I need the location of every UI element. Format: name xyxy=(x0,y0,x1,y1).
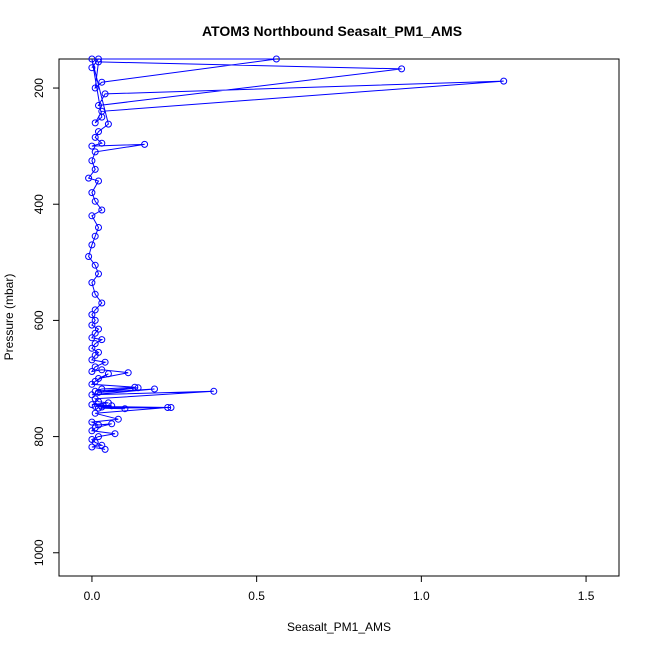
data-point xyxy=(88,279,96,287)
data-point xyxy=(124,369,132,377)
data-point xyxy=(151,385,158,393)
data-point xyxy=(88,212,96,220)
data-point xyxy=(141,140,149,148)
data-point xyxy=(91,261,99,269)
x-tick-label: 0.5 xyxy=(248,589,265,603)
data-point xyxy=(88,311,96,319)
data-point xyxy=(114,415,122,423)
data-point xyxy=(85,174,93,182)
data-point xyxy=(88,334,96,342)
data-point xyxy=(95,433,102,441)
data-point xyxy=(98,139,106,147)
data-point xyxy=(91,438,99,446)
data-point xyxy=(91,351,99,359)
y-tick-label: 200 xyxy=(32,78,46,98)
data-point xyxy=(95,388,102,396)
data-point xyxy=(88,356,96,364)
data-point xyxy=(88,380,96,388)
data-point xyxy=(91,316,99,324)
data-point xyxy=(111,430,119,438)
data-point xyxy=(88,241,96,249)
data-point xyxy=(88,443,96,451)
data-point xyxy=(91,165,99,173)
x-axis-label: Seasalt_PM1_AMS xyxy=(287,620,391,634)
data-point xyxy=(108,420,116,428)
data-point xyxy=(95,128,102,136)
data-point xyxy=(88,427,96,435)
x-axis: 0.0 0.5 1.0 1.5 xyxy=(84,575,595,603)
data-point xyxy=(91,402,99,410)
data-point xyxy=(134,384,142,392)
data-point xyxy=(91,290,99,298)
data-point xyxy=(95,404,102,412)
data-point xyxy=(95,102,102,109)
data-point xyxy=(95,177,102,185)
data-point xyxy=(101,358,109,366)
y-tick-label: 800 xyxy=(32,426,46,446)
data-point xyxy=(98,336,106,344)
data-point xyxy=(167,404,175,411)
data-point xyxy=(398,65,406,73)
data-point xyxy=(91,133,99,141)
data-point xyxy=(272,55,280,63)
y-tick-label: 1000 xyxy=(32,539,46,566)
data-point xyxy=(91,340,99,348)
data-point xyxy=(91,84,99,92)
data-point xyxy=(98,78,106,86)
data-point xyxy=(104,370,112,378)
data-point xyxy=(164,404,172,411)
data-point xyxy=(210,387,218,395)
data-point xyxy=(88,142,96,150)
data-point xyxy=(95,224,102,231)
data-point xyxy=(91,306,99,314)
data-point xyxy=(88,189,96,197)
data-point xyxy=(98,299,106,307)
data-point xyxy=(98,403,106,411)
data-point xyxy=(91,329,99,337)
data-point xyxy=(131,383,139,391)
data-point xyxy=(101,90,109,98)
y-tick-label: 600 xyxy=(32,310,46,330)
data-point xyxy=(91,148,99,156)
x-tick-label: 1.5 xyxy=(578,589,595,603)
x-tick-label: 1.0 xyxy=(413,589,430,603)
data-point xyxy=(108,402,116,410)
chart-title: ATOM3 Northbound Seasalt_PM1_AMS xyxy=(202,23,462,39)
y-axis-label: Pressure (mbar) xyxy=(2,274,16,361)
data-point xyxy=(98,366,106,374)
data-point xyxy=(88,64,96,72)
data-point xyxy=(95,270,102,278)
data-point xyxy=(88,418,96,426)
x-tick-label: 0.0 xyxy=(84,589,101,603)
y-axis: 200 400 600 800 1000 xyxy=(32,78,60,566)
data-point xyxy=(500,77,508,85)
data-point xyxy=(88,368,96,375)
data-point xyxy=(91,363,99,371)
series-layer xyxy=(85,55,508,453)
data-point xyxy=(95,55,102,63)
data-point xyxy=(95,58,102,66)
plot-frame xyxy=(58,58,620,577)
data-point xyxy=(88,321,96,329)
data-point xyxy=(88,401,96,409)
series-line xyxy=(87,58,504,450)
data-point xyxy=(88,157,96,165)
data-point xyxy=(88,55,96,63)
data-point xyxy=(91,232,99,240)
data-point xyxy=(104,120,112,128)
data-point xyxy=(91,197,99,205)
data-point xyxy=(101,445,109,453)
data-point xyxy=(91,119,99,127)
data-point xyxy=(88,344,96,352)
data-point xyxy=(98,113,106,121)
y-tick-label: 400 xyxy=(32,194,46,214)
data-point xyxy=(121,405,129,413)
data-point xyxy=(91,409,99,417)
data-point xyxy=(98,206,106,214)
data-point xyxy=(85,253,93,260)
